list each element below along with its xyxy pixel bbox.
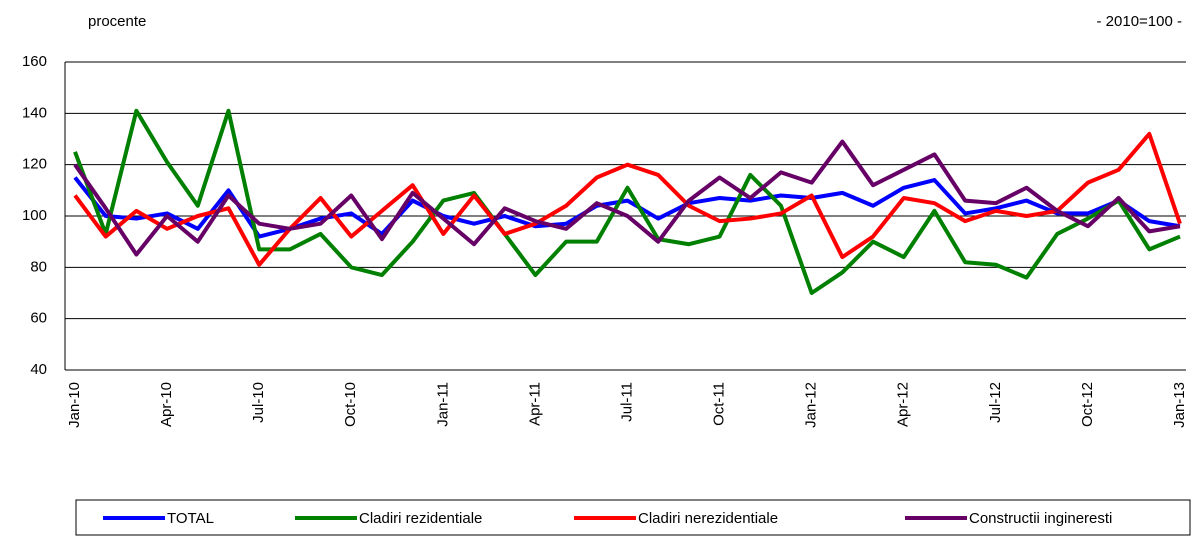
x-tick-label: Jul-11 <box>618 382 635 422</box>
y-tick-label: 120 <box>22 156 47 173</box>
annotation: - 2010=100 - <box>1097 13 1182 30</box>
y-tick-label: 80 <box>30 258 47 275</box>
y-tick-label: 160 <box>22 53 47 70</box>
series-line <box>73 176 1181 239</box>
y-tick-label: 140 <box>22 104 47 121</box>
legend-label: Cladiri rezidentiale <box>359 510 482 527</box>
y-tick-label: 100 <box>22 207 47 224</box>
x-tick-label: Oct-12 <box>1079 382 1096 427</box>
x-tick-label: Jul-10 <box>250 382 267 423</box>
legend-label: Cladiri nerezidentiale <box>638 510 778 527</box>
x-tick-label: Oct-11 <box>711 382 728 426</box>
x-tick-label: Apr-11 <box>526 382 543 426</box>
x-tick-label: Jan-12 <box>803 382 820 428</box>
y-tick-label: 40 <box>30 361 47 378</box>
series-line <box>73 131 1182 267</box>
x-tick-label: Jan-11 <box>434 382 451 427</box>
subtitle: procente <box>88 13 146 30</box>
series-line <box>73 108 1181 295</box>
legend-label: TOTAL <box>167 510 214 527</box>
y-tick-label: 60 <box>30 310 47 327</box>
legend-label: Constructii ingineresti <box>969 510 1112 527</box>
series-line <box>73 139 1181 257</box>
x-tick-label: Jan-13 <box>1171 382 1188 428</box>
x-tick-label: Apr-10 <box>158 382 175 427</box>
x-tick-label: Jul-12 <box>987 382 1004 423</box>
x-tick-label: Oct-10 <box>342 382 359 427</box>
x-tick-label: Jan-10 <box>66 382 83 428</box>
legend-box <box>75 499 1191 536</box>
x-tick-label: Apr-12 <box>895 382 912 427</box>
